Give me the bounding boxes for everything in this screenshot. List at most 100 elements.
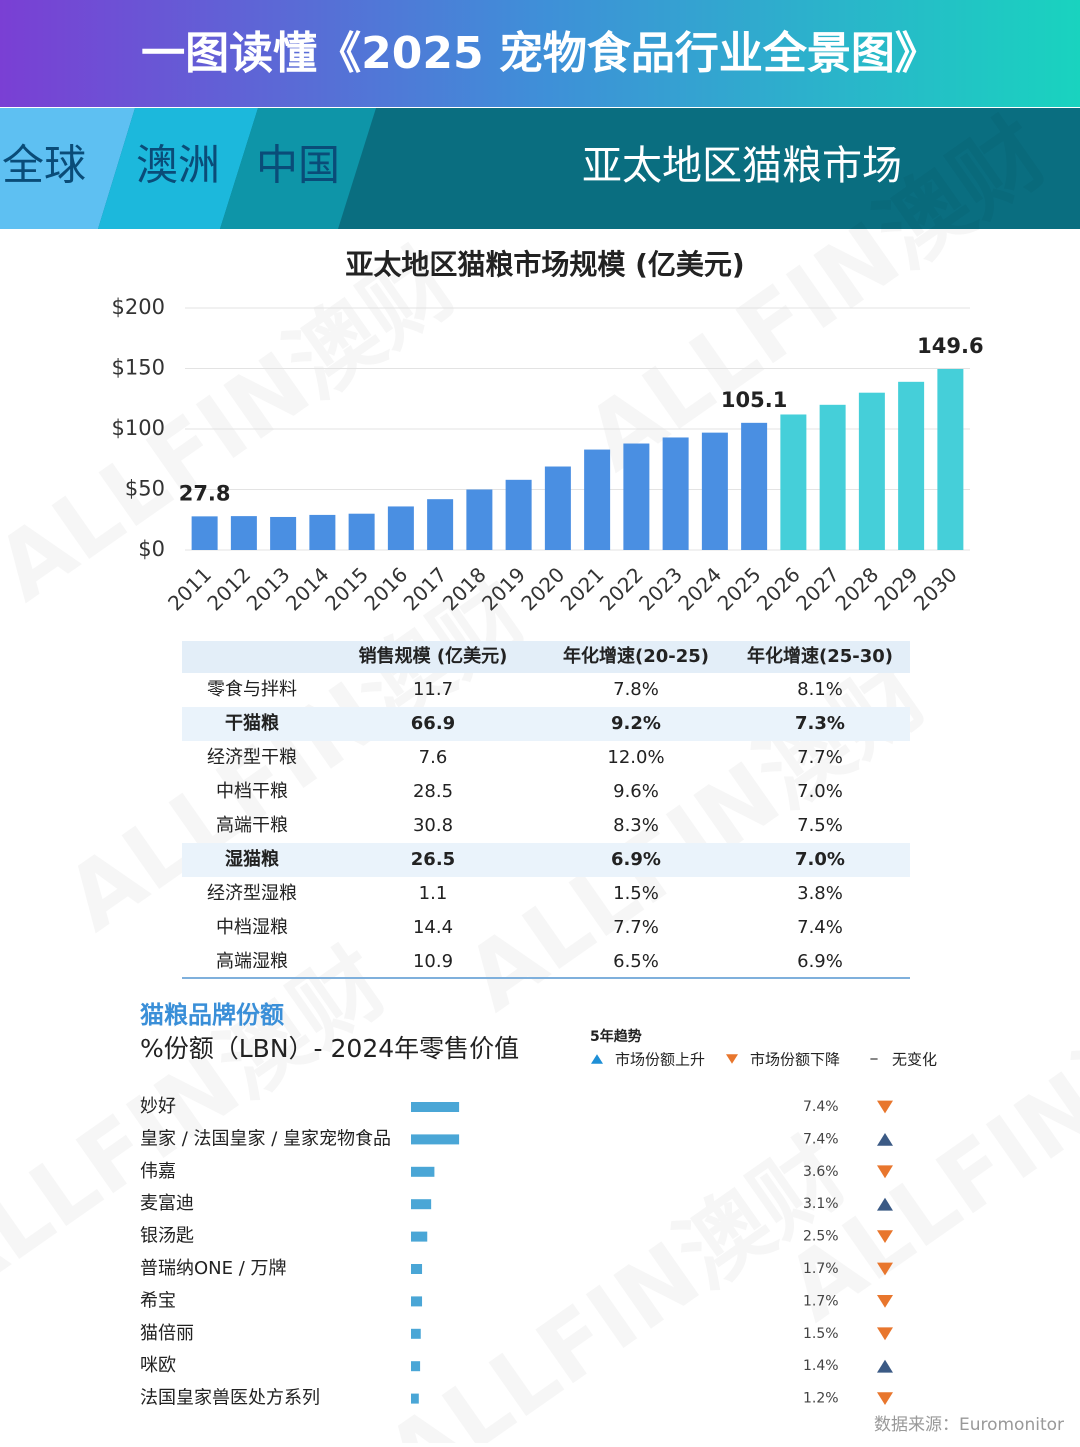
source: 数据来源：Euromonitor (874, 1415, 1064, 1435)
table-cell: 66.9 (411, 713, 455, 734)
data-label: 149.6 (917, 334, 983, 358)
data-label: 3.6% (803, 1164, 839, 1180)
bar (411, 1166, 435, 1177)
data-label: 105.1 (721, 388, 787, 412)
brand-label: 猫倍丽 (140, 1323, 194, 1344)
table-cell: 7.7% (613, 917, 659, 938)
data-label: 1.7% (803, 1293, 839, 1309)
data-label: 3.1% (803, 1196, 839, 1212)
data-label: 27.8 (179, 481, 231, 505)
table-cell: 1.1 (419, 883, 448, 904)
header-bg (0, 0, 1080, 107)
bar (411, 1231, 428, 1242)
bar (411, 1328, 421, 1339)
x-tick-label: 2015 (320, 562, 373, 615)
tab[interactable]: 中国 (256, 141, 340, 190)
table-cell: 中档干粮 (216, 781, 288, 802)
table-cell: 10.9 (413, 951, 453, 972)
data-label: 7.4% (803, 1131, 839, 1147)
y-tick-label: $150 (112, 356, 165, 380)
table-cell: 湿猫粮 (225, 848, 279, 870)
table-cell: 7.0% (797, 781, 843, 802)
x-tick-label: 2013 (242, 562, 295, 615)
brand-label: 银汤匙 (140, 1226, 194, 1247)
table-cell: 1.5% (613, 883, 659, 904)
table-cell: 7.4% (797, 917, 843, 938)
table-cell: 30.8 (413, 815, 453, 836)
tab-bg (98, 108, 258, 229)
x-tick-label: 2025 (713, 562, 766, 615)
table-cell: 中档湿粮 (216, 917, 288, 938)
bar (411, 1199, 432, 1210)
bar (411, 1134, 460, 1145)
brand-label: 普瑞纳ONE / 万牌 (140, 1258, 287, 1279)
watermark: ALLFIN澳财 (448, 639, 946, 1032)
bar (411, 1296, 423, 1307)
trend-icon (877, 1392, 893, 1405)
trend-icon (877, 1262, 893, 1276)
brand-label: 咪欧 (140, 1355, 176, 1376)
header-title: 一图读懂《2025 宠物食品行业全景图》 (141, 28, 939, 79)
table-cell: 7.3% (795, 713, 845, 734)
bar (466, 489, 493, 550)
bar (348, 513, 375, 550)
bar (544, 466, 571, 550)
table-row-bg (182, 843, 910, 877)
x-tick-label: 2016 (359, 562, 412, 615)
chart-title: 亚太地区猫粮市场规模 (亿美元) (345, 248, 744, 281)
brand-label: 妙好 (140, 1096, 176, 1117)
table-cell: 高端干粮 (216, 815, 288, 836)
bar (662, 437, 689, 550)
y-tick-label: $100 (112, 416, 165, 440)
tab[interactable]: 澳洲 (136, 141, 220, 190)
data-label: 1.7% (803, 1261, 839, 1277)
x-tick-label: 2026 (752, 562, 805, 615)
table-cell: 7.5% (797, 815, 843, 836)
x-tick-label: 2029 (870, 562, 923, 615)
y-tick-label: $0 (138, 537, 165, 561)
table-cell: 7.7% (797, 747, 843, 768)
table-cell: 高端湿粮 (216, 951, 288, 972)
data-label: 1.2% (803, 1391, 839, 1407)
x-tick-label: 2011 (163, 562, 216, 615)
table-cell: 零食与拌料 (207, 679, 297, 700)
brand-label: 皇家 / 法国皇家 / 皇家宠物食品 (140, 1128, 391, 1149)
legend-label: 市场份额下降 (750, 1051, 840, 1069)
x-tick-label: 2021 (556, 562, 609, 615)
table-cell: 9.2% (611, 713, 661, 734)
trend-icon (877, 1197, 893, 1211)
tab[interactable]: 全球 (2, 141, 86, 190)
bar (411, 1264, 423, 1274)
bar (858, 392, 885, 550)
table-cell: 12.0% (607, 747, 664, 768)
x-tick-label: 2022 (595, 562, 648, 615)
bar (387, 506, 414, 550)
bar (701, 432, 728, 550)
data-label: 1.4% (803, 1358, 839, 1374)
trend-icon (877, 1100, 893, 1114)
table-cell: 经济型湿粮 (207, 883, 297, 904)
bar (741, 422, 768, 550)
data-label: 7.4% (803, 1099, 839, 1115)
bar (623, 443, 650, 550)
y-tick-label: $50 (125, 477, 165, 501)
x-tick-label: 2012 (202, 562, 255, 615)
brand-label: 希宝 (140, 1290, 176, 1311)
bar (505, 479, 532, 550)
table-cell: 3.8% (797, 883, 843, 904)
table-header: 销售规模 (亿美元) (359, 645, 508, 667)
trend-icon (877, 1359, 893, 1373)
table-cell: 11.7 (413, 679, 453, 700)
table-header: 年化增速(20-25) (563, 645, 709, 667)
legend-title: 5年趋势 (590, 1028, 642, 1045)
table-cell: 干猫粮 (225, 712, 279, 734)
legend-label: 无变化 (892, 1051, 937, 1069)
table-cell: 6.5% (613, 951, 659, 972)
table-header-bg (182, 641, 910, 673)
bar (427, 499, 454, 550)
x-tick-label: 2024 (673, 562, 726, 615)
brand-label: 法国皇家兽医处方系列 (140, 1388, 320, 1409)
x-tick-label: 2030 (909, 562, 962, 615)
data-label: 1.5% (803, 1326, 839, 1342)
